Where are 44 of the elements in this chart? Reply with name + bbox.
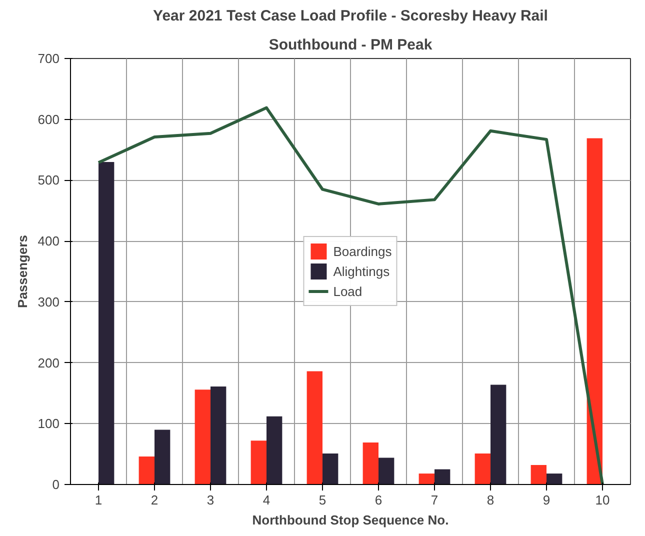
legend-label: Alightings — [333, 264, 390, 278]
y-tick-label: 200 — [38, 355, 60, 370]
x-axis-title: Northbound Stop Sequence No. — [252, 512, 449, 528]
x-tick-label: 4 — [262, 492, 270, 508]
y-tick-label: 100 — [38, 416, 60, 432]
x-tick-label: 1 — [94, 492, 102, 508]
y-tick-label: 600 — [38, 112, 60, 127]
bar — [138, 456, 154, 484]
y-tick-label: 700 — [38, 51, 60, 66]
y-tick-label: 0 — [52, 477, 60, 492]
chart-subtitle: Southbound - PM Peak — [268, 36, 433, 54]
bar — [194, 390, 210, 484]
bar — [306, 371, 322, 484]
bar — [98, 162, 114, 484]
bar — [154, 430, 170, 484]
bar — [586, 138, 602, 484]
bar — [250, 440, 266, 484]
legend-label: Boardings — [333, 244, 392, 258]
y-tick-label: 400 — [38, 234, 60, 249]
y-tick-label: 300 — [38, 294, 60, 310]
bar — [362, 442, 378, 484]
bar — [530, 465, 546, 484]
y-axis-title: Passengers — [14, 234, 30, 308]
bar — [434, 469, 450, 484]
bar — [474, 453, 490, 484]
chart-title: Year 2021 Test Case Load Profile - Scoresby Heavy Rail — [153, 8, 548, 24]
bar — [266, 416, 282, 484]
x-tick-label: 2 — [150, 492, 158, 508]
line-series — [97, 106, 604, 484]
bar — [546, 474, 562, 484]
legend-label: Load — [333, 284, 362, 298]
bar — [210, 386, 226, 484]
bar — [322, 453, 338, 484]
x-tick-label: 9 — [542, 492, 550, 508]
bar — [378, 458, 394, 484]
bar — [418, 474, 434, 484]
x-tick-label: 5 — [318, 492, 326, 508]
x-tick-label: 10 — [595, 492, 610, 508]
x-tick-label: 8 — [486, 492, 494, 508]
x-tick-label: 6 — [374, 492, 382, 508]
x-tick-label: 3 — [206, 492, 214, 508]
y-tick-label: 500 — [38, 172, 60, 188]
x-tick-label: 7 — [430, 492, 438, 508]
bar — [490, 384, 506, 484]
